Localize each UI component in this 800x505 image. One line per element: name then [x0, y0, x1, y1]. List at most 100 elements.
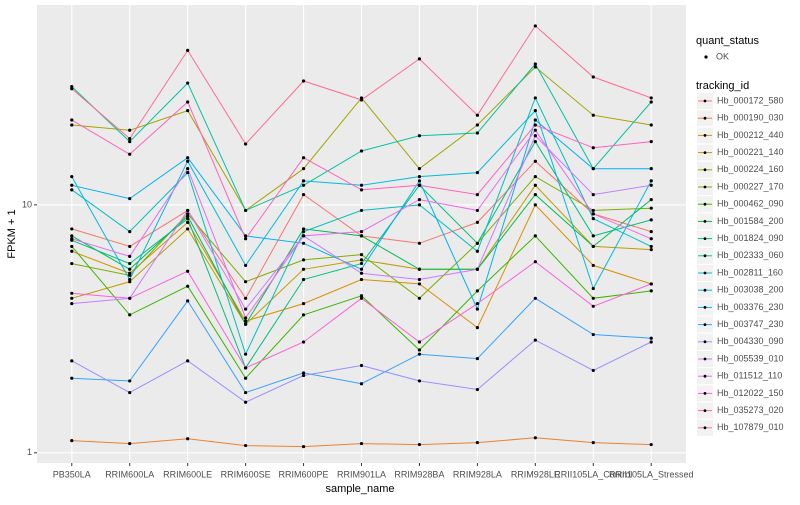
point [244, 237, 248, 241]
legend-label: Hb_035273_020 [717, 405, 784, 415]
point [70, 188, 74, 192]
point [649, 237, 653, 241]
legend-point [703, 254, 707, 258]
point [359, 382, 364, 386]
point [301, 277, 306, 282]
point [533, 183, 537, 187]
legend-point [703, 134, 707, 137]
point [301, 258, 306, 262]
point [128, 152, 132, 156]
point [186, 159, 190, 163]
point [186, 170, 190, 175]
point [591, 244, 595, 249]
legend-title: tracking_id [696, 80, 749, 92]
legend-label: Hb_002811_160 [717, 267, 783, 277]
point [533, 96, 537, 100]
legend-point [703, 271, 707, 275]
point [186, 156, 190, 160]
point [301, 183, 306, 187]
point [70, 291, 74, 295]
legend-label: Hb_003747_230 [717, 319, 784, 329]
point [301, 241, 306, 245]
point [244, 319, 248, 323]
point [244, 376, 248, 380]
point [301, 230, 306, 234]
legend-point [703, 288, 707, 292]
point [417, 352, 422, 356]
point [128, 128, 132, 132]
point [186, 167, 190, 171]
point [533, 24, 537, 28]
point [301, 340, 306, 344]
point [417, 57, 422, 61]
point [301, 193, 306, 197]
point [70, 237, 74, 241]
point [417, 203, 422, 207]
point [128, 139, 132, 144]
legend-point [703, 426, 707, 430]
point [70, 123, 74, 127]
legend-label: Hb_000221_140 [717, 147, 784, 157]
point [417, 348, 422, 352]
point [301, 371, 306, 375]
point [359, 208, 364, 213]
point [475, 289, 479, 293]
x-tick-label: RRIM901LA [337, 469, 386, 479]
point [186, 217, 190, 221]
point [649, 248, 653, 252]
point [475, 249, 479, 253]
point [186, 269, 190, 273]
point [533, 123, 537, 127]
point [128, 313, 132, 317]
point [186, 214, 190, 218]
legend-point [703, 306, 707, 309]
point [475, 170, 479, 175]
legend-label: Hb_003376_230 [717, 302, 784, 312]
point [649, 139, 653, 144]
point [417, 167, 422, 171]
legend-label: Hb_004330_090 [717, 336, 784, 346]
point [417, 198, 422, 202]
point [186, 299, 190, 303]
point [475, 241, 479, 245]
legend-label: Hb_000212_440 [717, 130, 784, 140]
x-tick-label: RRII105LA_Stressed [609, 469, 694, 479]
point [649, 96, 653, 100]
point [186, 48, 190, 52]
point [70, 227, 74, 231]
point [128, 379, 132, 383]
point [649, 340, 653, 344]
point [70, 261, 74, 266]
point [591, 146, 595, 150]
point [128, 254, 132, 258]
legend-label: Hb_011512_110 [717, 371, 782, 381]
legend-point [703, 202, 707, 206]
x-tick-label: RRIM928LE [511, 469, 560, 479]
point [417, 183, 422, 187]
point [359, 149, 364, 153]
point [359, 277, 364, 282]
point [533, 118, 537, 122]
point [649, 179, 653, 183]
point [359, 253, 364, 257]
point [128, 244, 132, 249]
point [186, 359, 190, 363]
y-tick-label: 10 [22, 199, 32, 209]
legend-label: Hb_005539_010 [717, 353, 784, 363]
point [649, 167, 653, 171]
point [591, 304, 595, 308]
point [533, 234, 537, 238]
legend-point [703, 151, 707, 155]
point [533, 436, 537, 440]
point [475, 193, 479, 197]
point [301, 267, 306, 271]
point [649, 336, 653, 340]
point [70, 376, 74, 380]
x-tick-label: RRII105LA_Control [554, 469, 632, 479]
point [70, 359, 74, 363]
point [186, 220, 190, 224]
legend-point [703, 340, 707, 344]
point [70, 439, 74, 443]
point [649, 183, 653, 187]
